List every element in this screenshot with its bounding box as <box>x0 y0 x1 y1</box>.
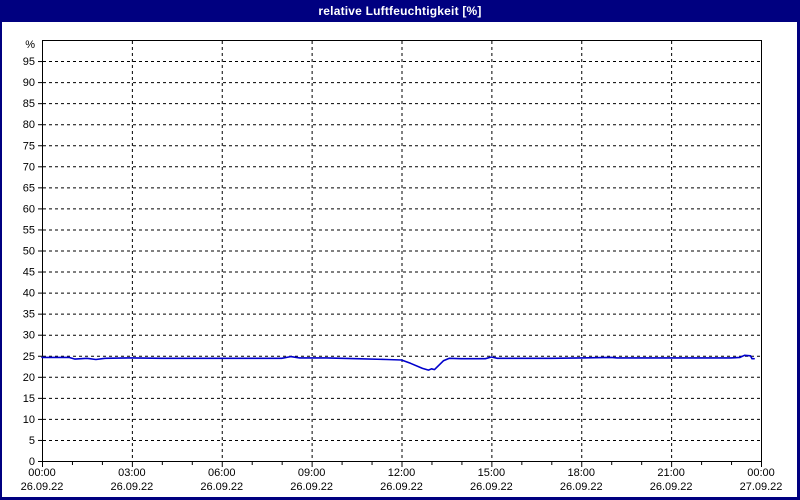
x-axis-time-label: 03:00 <box>118 467 146 479</box>
x-axis-time-label: 00:00 <box>747 467 775 479</box>
y-axis-tick-label: 30 <box>23 330 35 342</box>
y-axis-tick-label: 25 <box>23 351 35 363</box>
y-axis-tick-label: 90 <box>23 77 35 89</box>
x-axis-time-label: 18:00 <box>567 467 595 479</box>
x-axis-time-label: 06:00 <box>208 467 236 479</box>
y-axis-tick-label: 75 <box>23 140 35 152</box>
x-axis-date-label: 26.09.22 <box>21 481 64 493</box>
window-title: relative Luftfeuchtigkeit [%] <box>318 4 482 18</box>
x-axis-date-label: 26.09.22 <box>560 481 603 493</box>
y-axis-tick-label: 85 <box>23 98 35 110</box>
humidity-line <box>41 354 755 371</box>
x-axis-time-label: 09:00 <box>298 467 326 479</box>
x-axis-date-label: 26.09.22 <box>290 481 333 493</box>
y-axis-tick-label: 40 <box>23 288 35 300</box>
x-axis-date-label: 26.09.22 <box>200 481 243 493</box>
x-axis-date-label: 26.09.22 <box>470 481 513 493</box>
y-axis-tick-label: 10 <box>23 414 35 426</box>
y-axis-tick-label: 50 <box>23 246 35 258</box>
y-axis-tick-label: 65 <box>23 182 35 194</box>
y-axis-tick-label: 0 <box>29 456 35 468</box>
y-axis-tick-label: 15 <box>23 393 35 405</box>
x-axis-time-label: 21:00 <box>657 467 685 479</box>
x-axis-date-label: 27.09.22 <box>740 481 783 493</box>
y-axis-tick-label: 55 <box>23 224 35 236</box>
y-axis-tick-label: 60 <box>23 203 35 215</box>
y-axis-tick-label: 20 <box>23 372 35 384</box>
y-axis-tick-label: 80 <box>23 119 35 131</box>
title-bar: relative Luftfeuchtigkeit [%] <box>0 0 800 22</box>
y-axis-tick-label: 5 <box>29 435 35 447</box>
x-axis-date-label: 26.09.22 <box>650 481 693 493</box>
x-axis-time-label: 15:00 <box>478 467 506 479</box>
y-axis-tick-label: 45 <box>23 267 35 279</box>
y-axis-unit-label: % <box>25 39 35 51</box>
x-axis-date-label: 26.09.22 <box>110 481 153 493</box>
humidity-chart: 0 5 10 15 20 25 30 35 40 45 50 55 60 65 70 75 80 85 90 95% 0… <box>21 39 783 493</box>
x-axis-date-label: 26.09.22 <box>380 481 423 493</box>
y-axis-tick-label: 35 <box>23 309 35 321</box>
y-axis-tick-label: 95 <box>23 56 35 68</box>
x-axis-time-label: 12:00 <box>388 467 416 479</box>
chart-window-content: 0 5 10 15 20 25 30 35 40 45 50 55 60 65 70 75 80 85 90 95% 0… <box>2 22 797 497</box>
y-axis-tick-label: 70 <box>23 161 35 173</box>
x-axis-time-label: 00:00 <box>28 467 56 479</box>
